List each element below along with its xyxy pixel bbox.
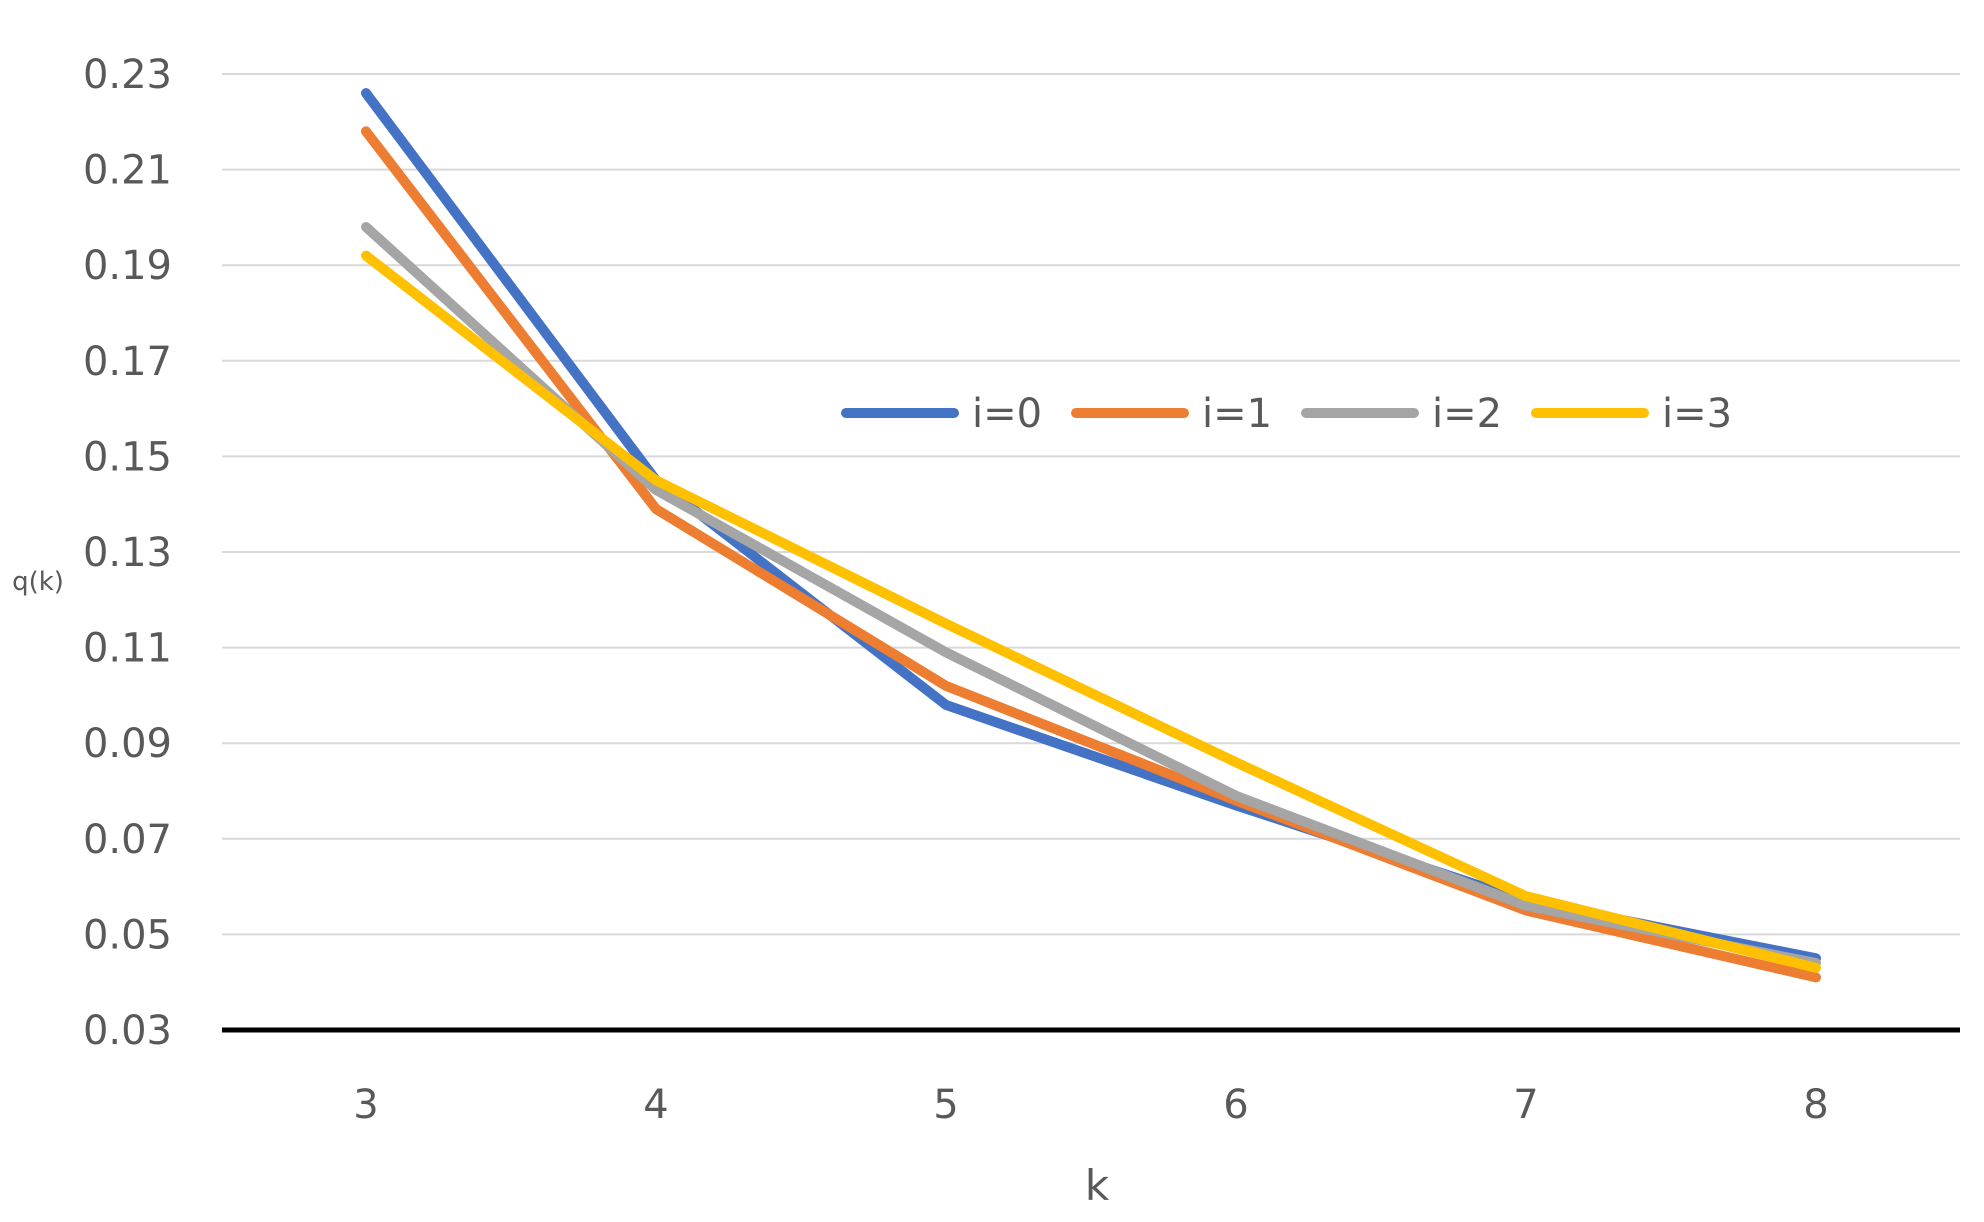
legend-label: i=0	[972, 391, 1042, 437]
legend-label: i=1	[1202, 391, 1272, 437]
x-axis-tick-labels: 3 4 5 6 7 8	[353, 1082, 1828, 1128]
x-tick-label: 8	[1803, 1082, 1828, 1128]
y-tick-label: 0.17	[83, 339, 172, 385]
series-line-i=1	[361, 126, 1821, 983]
y-tick-label: 0.21	[83, 148, 172, 194]
y-tick-label: 0.19	[83, 243, 172, 289]
y-tick-label: 0.05	[83, 912, 172, 958]
series-line-i=2	[361, 221, 1821, 969]
series-line-i=3	[361, 250, 1821, 973]
x-tick-label: 7	[1513, 1082, 1538, 1128]
y-tick-label: 0.09	[83, 721, 172, 767]
x-axis-title: k	[1085, 1161, 1110, 1210]
y-tick-label: 0.03	[83, 1008, 172, 1054]
y-tick-label: 0.13	[83, 530, 172, 576]
legend: i=0 i=1 i=2 i=3	[841, 391, 1732, 437]
x-tick-label: 3	[353, 1082, 378, 1128]
y-axis-title: q(k)	[12, 567, 64, 597]
legend-label: i=2	[1432, 391, 1502, 437]
legend-label: i=3	[1662, 391, 1732, 437]
y-tick-label: 0.07	[83, 817, 172, 863]
x-tick-label: 4	[643, 1082, 668, 1128]
gridlines	[222, 73, 1960, 936]
x-tick-label: 6	[1223, 1082, 1248, 1128]
y-tick-label: 0.11	[83, 626, 172, 672]
series-line-i=0	[361, 88, 1821, 964]
y-tick-label: 0.15	[83, 434, 172, 480]
y-axis-tick-labels: 0.03 0.05 0.07 0.09 0.11 0.13 0.15 0.17 0.19 0.21…	[83, 52, 172, 1054]
x-tick-label: 5	[933, 1082, 958, 1128]
y-tick-label: 0.23	[83, 52, 172, 98]
series-lines	[361, 88, 1821, 983]
